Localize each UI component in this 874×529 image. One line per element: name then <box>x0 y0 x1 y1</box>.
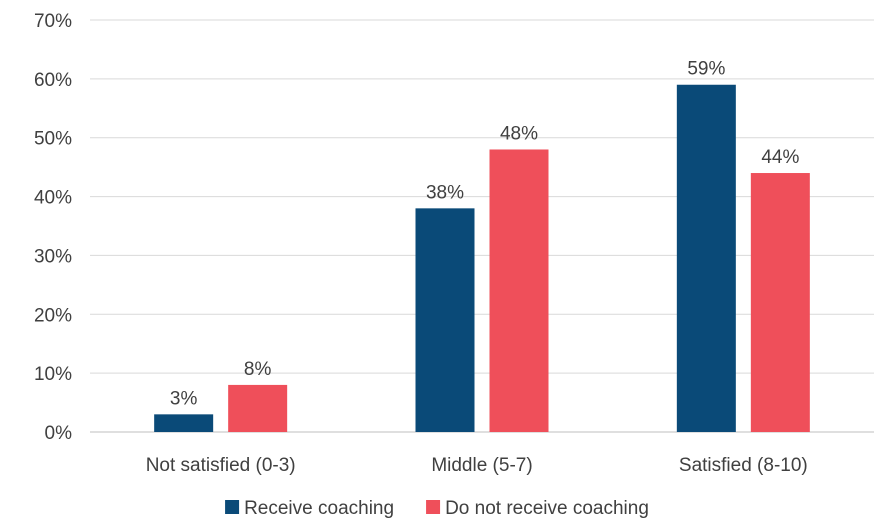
x-category-label: Middle (5-7) <box>431 455 532 476</box>
y-tick-label: 20% <box>34 305 72 326</box>
y-tick-label: 10% <box>34 364 72 385</box>
y-tick-label: 60% <box>34 70 72 91</box>
legend-label: Receive coaching <box>244 498 394 519</box>
y-tick-label: 70% <box>34 11 72 32</box>
y-axis-ticks: 0% 10% 20% 30% 40% 50% 60% 70% <box>34 11 72 444</box>
y-tick-label: 30% <box>34 246 72 267</box>
legend-item: Do not receive coaching <box>426 498 649 519</box>
y-tick-label: 0% <box>45 423 73 444</box>
legend: Receive coaching Do not receive coaching <box>225 498 649 519</box>
bar <box>154 414 214 432</box>
bars <box>154 84 810 432</box>
data-labels: 3% 8% 38% 48% 59% 44% <box>170 59 800 410</box>
legend-swatch <box>426 500 441 514</box>
x-category-label: Not satisfied (0-3) <box>146 455 296 476</box>
legend-label: Do not receive coaching <box>445 498 649 519</box>
bar <box>750 173 810 432</box>
legend-item: Receive coaching <box>225 498 394 519</box>
gridlines <box>90 19 874 433</box>
bar <box>228 384 288 432</box>
y-tick-label: 40% <box>34 188 72 209</box>
data-label: 3% <box>170 388 198 409</box>
legend-swatch <box>225 500 240 514</box>
data-label: 48% <box>500 123 538 144</box>
bar <box>489 149 549 432</box>
data-label: 59% <box>687 59 725 80</box>
x-category-label: Satisfied (8-10) <box>679 455 808 476</box>
x-axis-categories: Not satisfied (0-3) Middle (5-7) Satisfied… <box>146 455 808 476</box>
bar <box>415 208 475 432</box>
data-label: 8% <box>244 359 272 380</box>
bar <box>676 84 736 432</box>
y-tick-label: 50% <box>34 129 72 150</box>
data-label: 38% <box>426 182 464 203</box>
data-label: 44% <box>761 147 799 168</box>
